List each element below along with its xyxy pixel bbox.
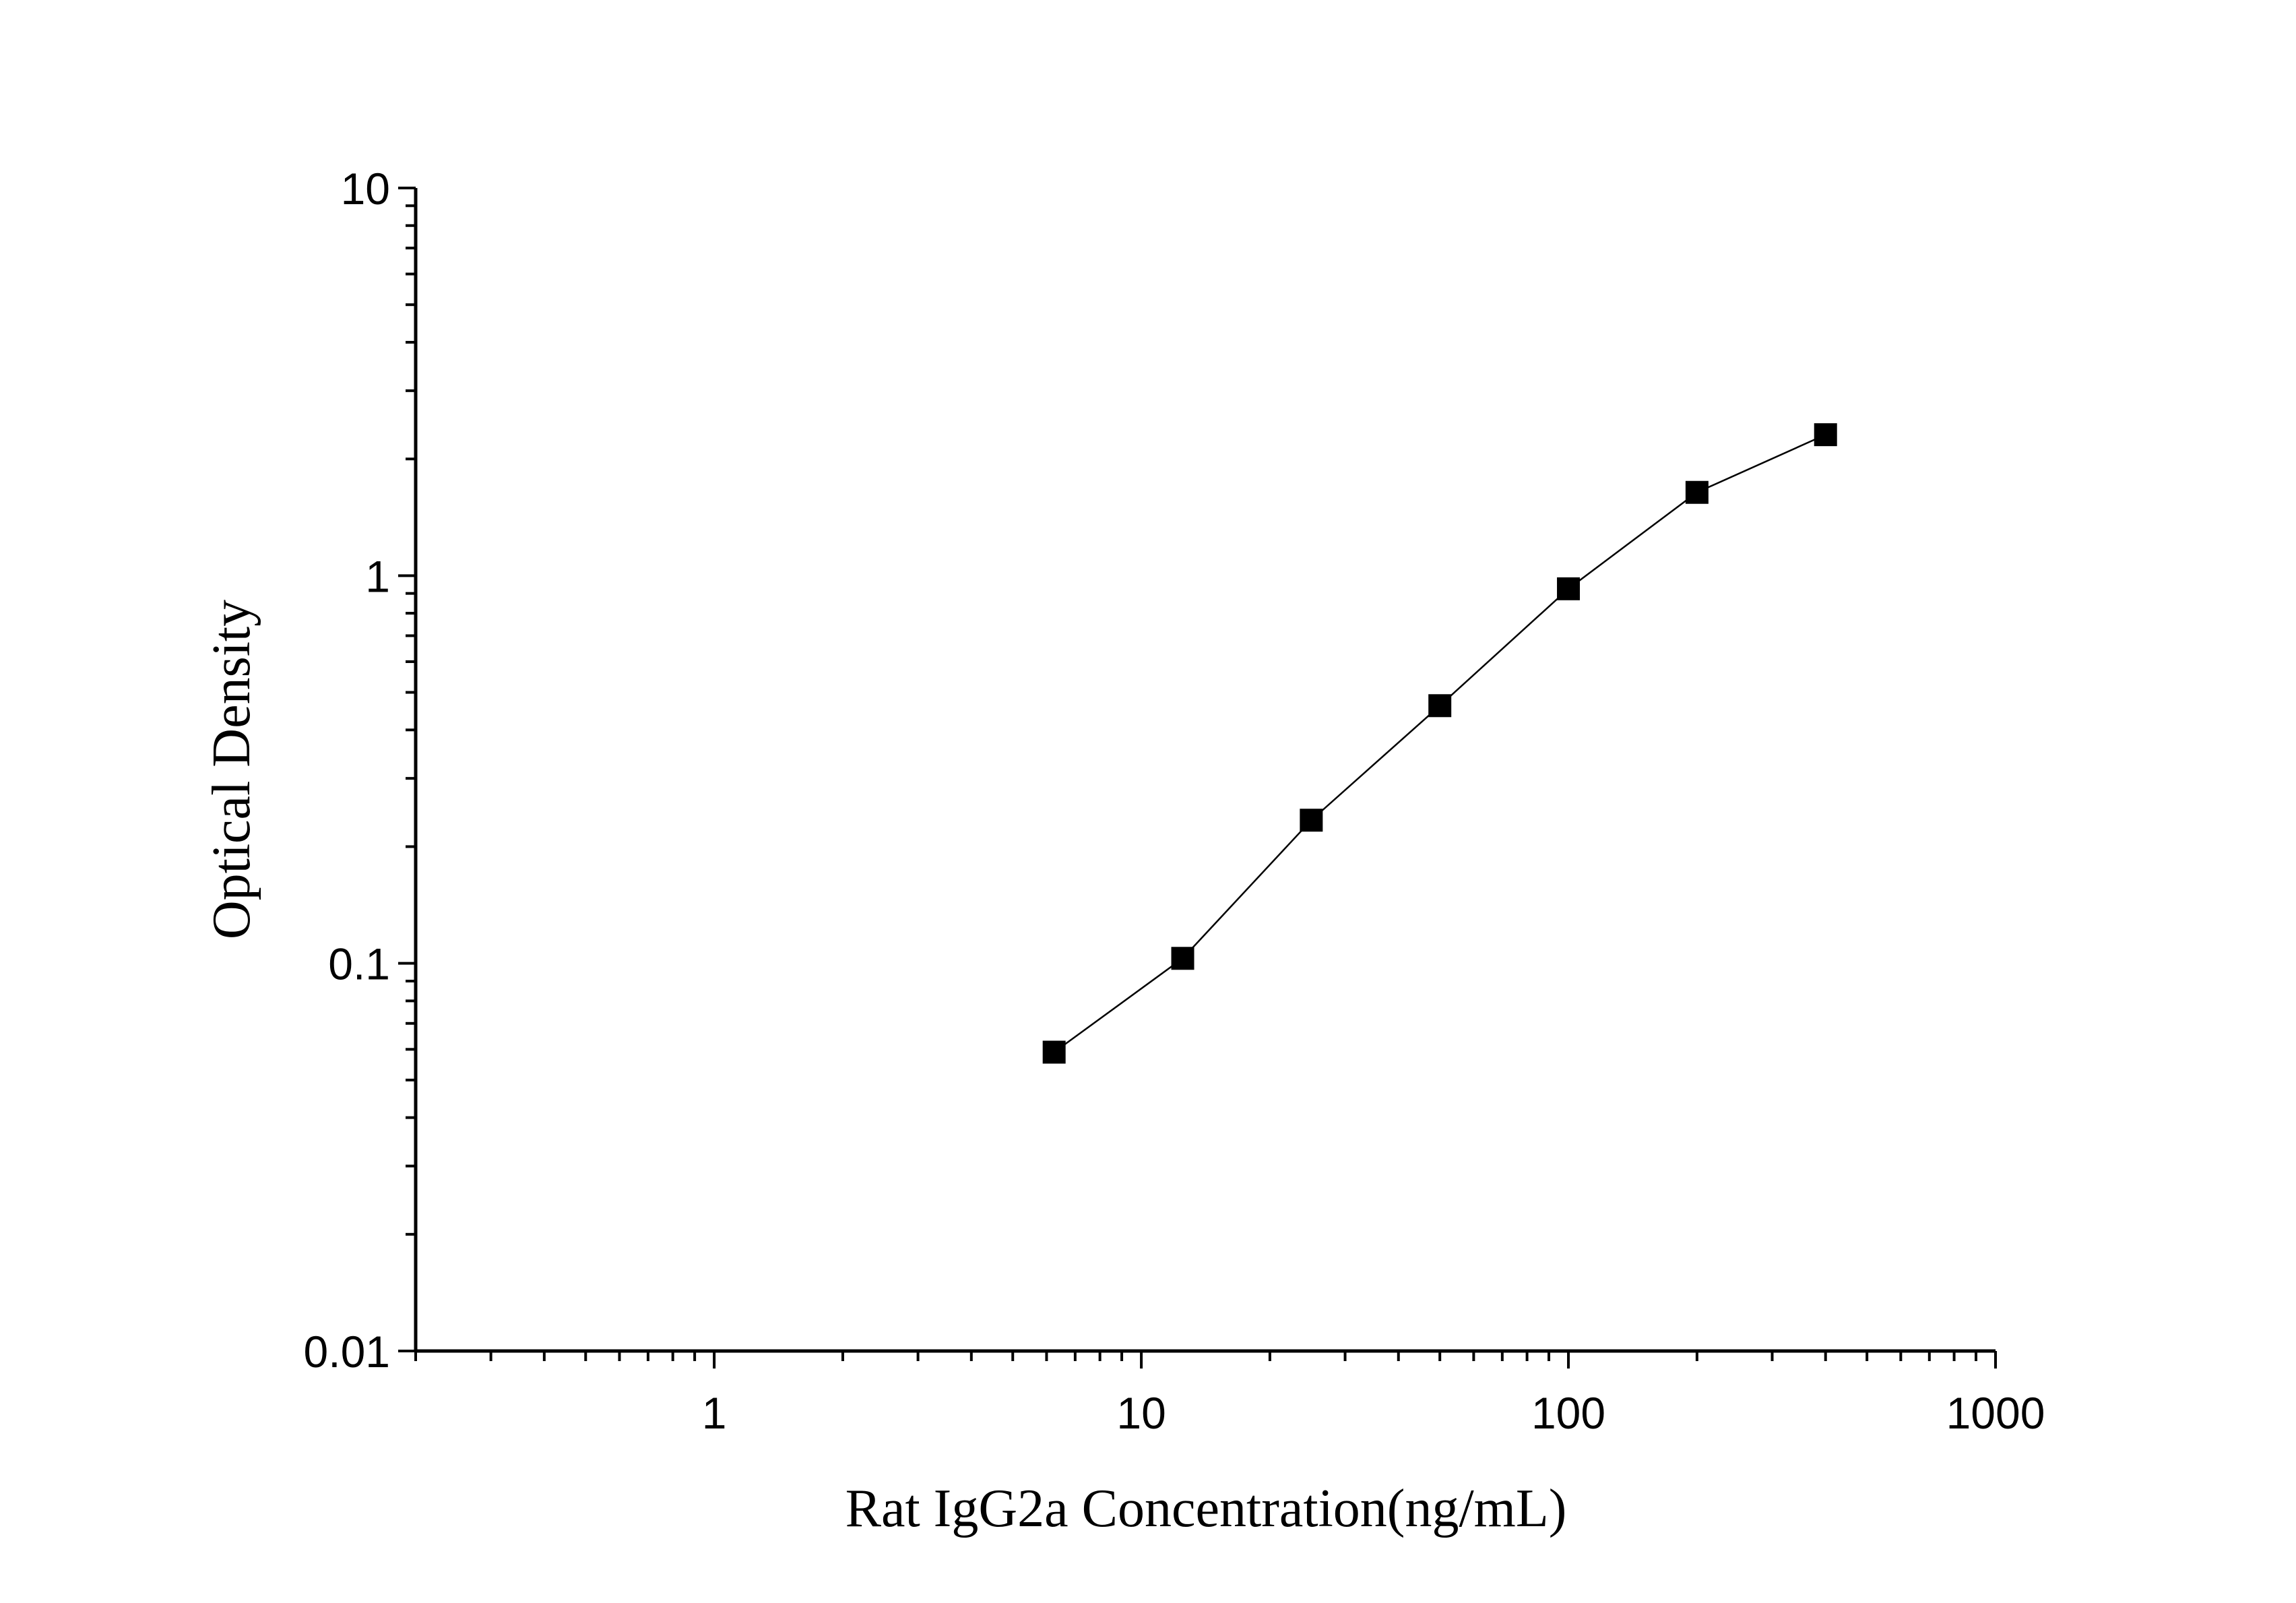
data-point <box>1557 577 1581 600</box>
y-tick-label: 1 <box>365 551 390 601</box>
x-axis-title: Rat IgG2a Concentration(ng/mL) <box>846 1479 1567 1538</box>
data-point <box>1685 480 1709 504</box>
data-point <box>1428 694 1452 718</box>
x-tick-label: 1000 <box>1946 1388 2045 1438</box>
data-point <box>1300 809 1323 832</box>
series-standard-curve <box>1042 423 1837 1064</box>
axes: 1 10 100 1000 0.01 0.1 1 10 <box>304 164 2045 1438</box>
y-tick-label: 0.01 <box>304 1327 390 1377</box>
data-point <box>1814 423 1837 447</box>
y-axis-title: Optical Density <box>202 600 261 939</box>
x-tick-label: 100 <box>1531 1388 1605 1438</box>
y-tick-label: 10 <box>341 164 390 214</box>
x-tick-label: 1 <box>702 1388 727 1438</box>
x-tick-label: 10 <box>1116 1388 1166 1438</box>
data-point <box>1042 1040 1066 1064</box>
series-line <box>1053 433 1826 1053</box>
y-tick-label: 0.1 <box>328 939 390 989</box>
data-point <box>1171 947 1194 970</box>
